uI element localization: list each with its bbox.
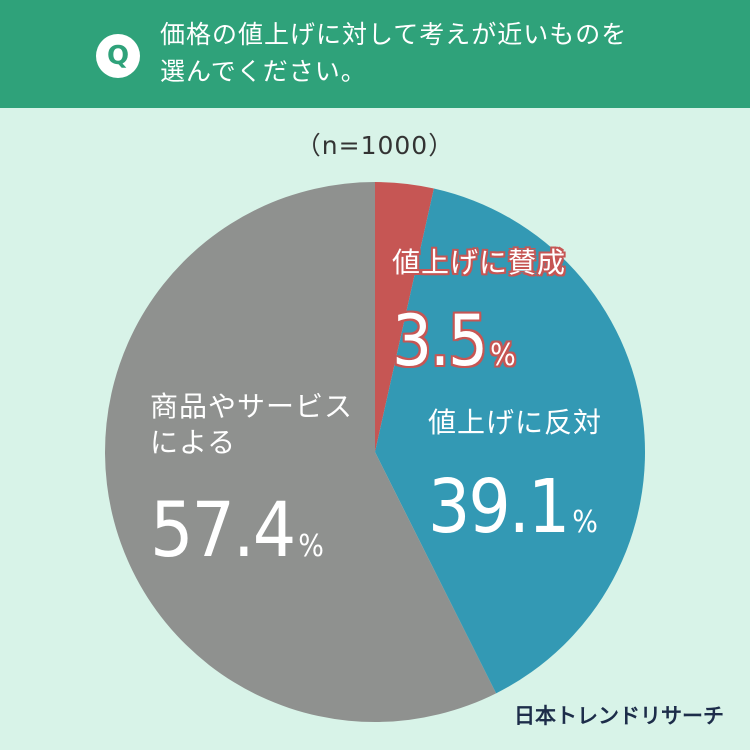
question-badge: Q bbox=[96, 34, 140, 78]
agree-category: 値上げに賛成 bbox=[392, 246, 567, 279]
pie-slice-oppose bbox=[375, 188, 646, 694]
slice-label-agree: 値上げに賛成 3.5% bbox=[392, 226, 566, 395]
oppose-unit: % bbox=[572, 505, 598, 540]
pie-slices bbox=[105, 182, 646, 722]
slice-label-other: 商品やサービス による 57.4% bbox=[150, 370, 353, 587]
agree-value-line: 3.5% bbox=[392, 306, 566, 376]
oppose-value-line: 39.1% bbox=[428, 470, 602, 544]
other-unit: % bbox=[298, 529, 324, 564]
slice-label-oppose: 値上げに反対 39.1% bbox=[428, 386, 602, 563]
oppose-value: 39.1 bbox=[428, 464, 570, 550]
other-value: 57.4 bbox=[150, 485, 296, 574]
question-header: Q 価格の値上げに対して考えが近いものを 選んでください。 bbox=[0, 0, 750, 108]
agree-value: 3.5 bbox=[392, 300, 488, 382]
question-text: 価格の値上げに対して考えが近いものを 選んでください。 bbox=[160, 20, 628, 86]
brand-logo: 日本トレンドリサーチ bbox=[514, 704, 724, 728]
other-category: 商品やサービス による bbox=[150, 390, 354, 459]
other-value-line: 57.4% bbox=[150, 492, 353, 568]
oppose-category: 値上げに反対 bbox=[428, 406, 603, 439]
agree-unit: % bbox=[490, 338, 516, 373]
pie-slice-agree bbox=[375, 182, 434, 452]
sample-size: （n=1000） bbox=[295, 131, 455, 160]
pie-slice-other bbox=[105, 182, 497, 722]
